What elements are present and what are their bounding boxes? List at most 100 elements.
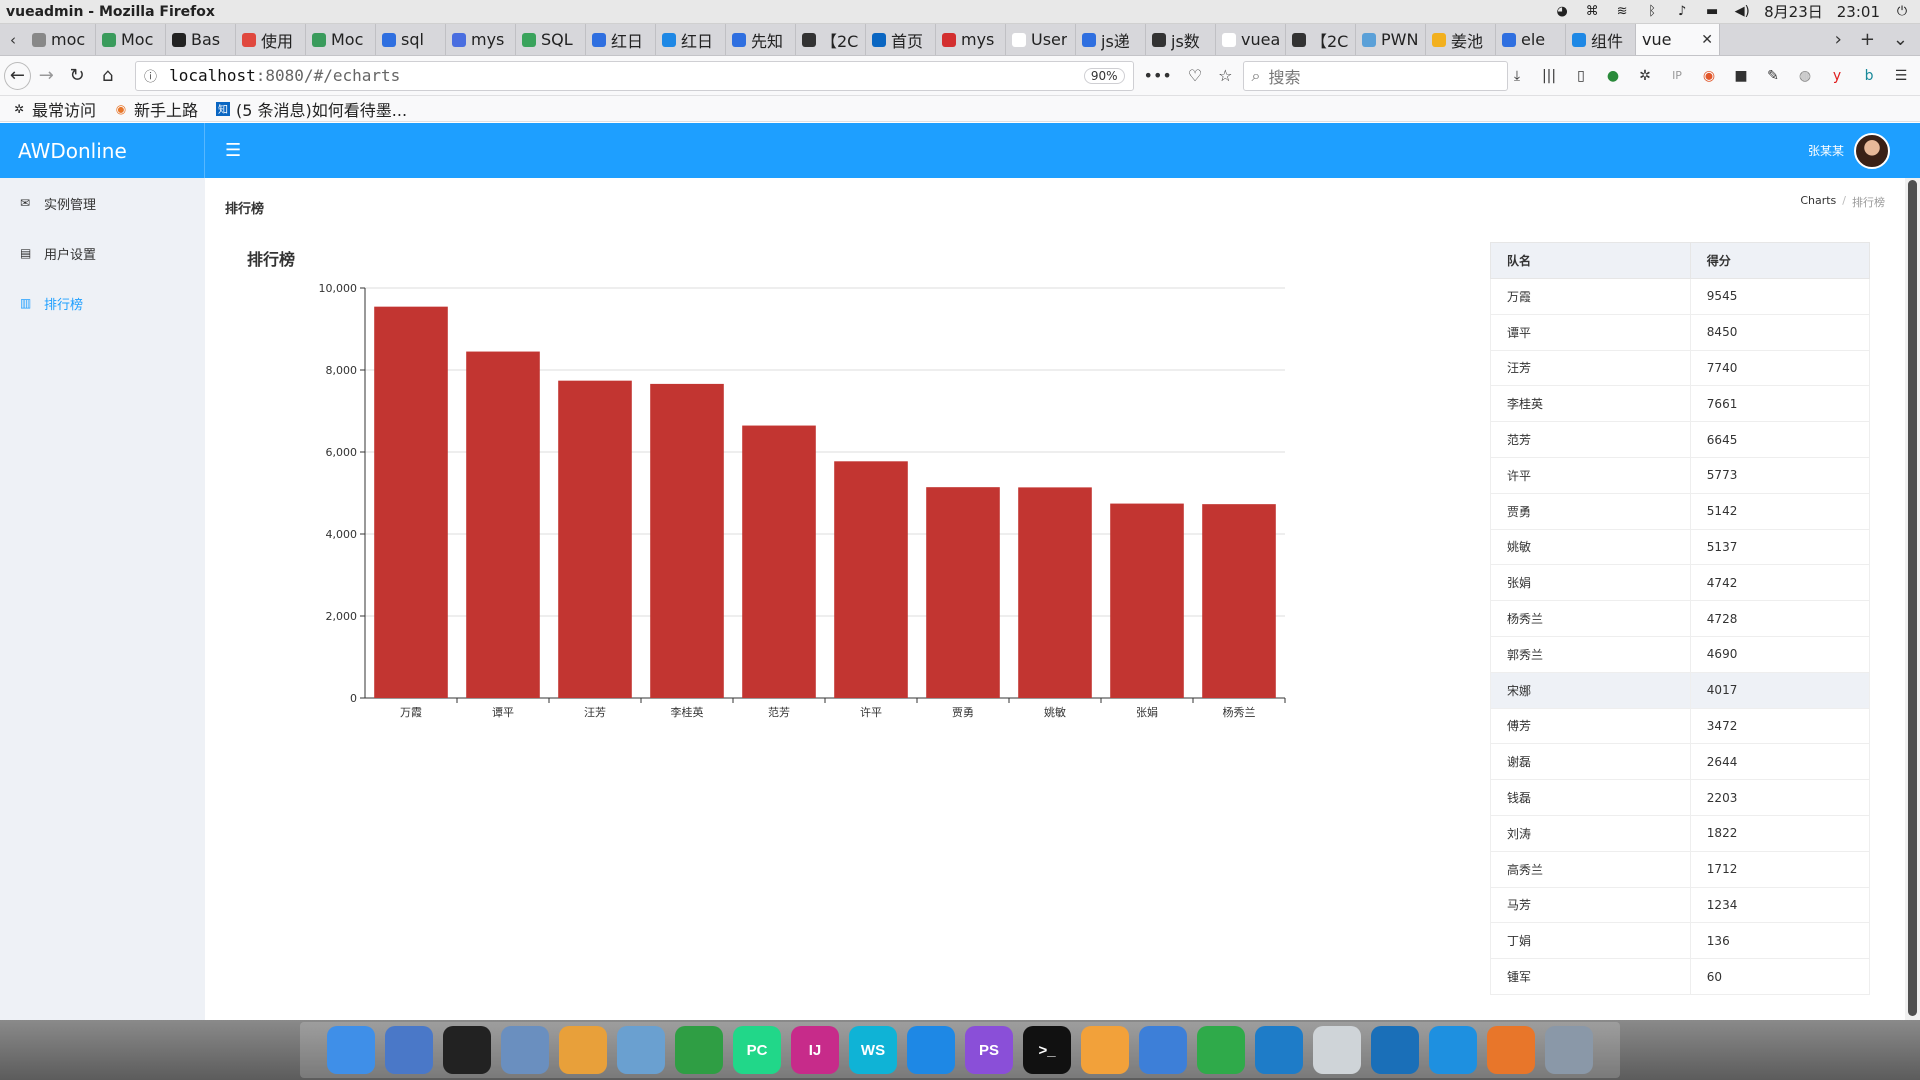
bar[interactable] [374, 306, 448, 698]
power-icon[interactable]: ⏻ [1896, 4, 1908, 19]
tab[interactable]: 首页 [866, 24, 936, 55]
qq-app[interactable] [443, 1026, 491, 1074]
forward-icon[interactable]: → [38, 65, 54, 86]
extension-gear-icon[interactable]: ✲ [1639, 67, 1651, 84]
tab-scroll-right-icon[interactable]: › [1834, 29, 1842, 50]
tab[interactable]: 使用 [236, 24, 306, 55]
extension-orange-icon[interactable]: ◉ [1702, 67, 1716, 84]
new-tab-icon[interactable]: + [1859, 29, 1875, 50]
extension-circle-icon[interactable]: ◍ [1798, 67, 1812, 84]
brand-logo[interactable]: AWDonline [0, 123, 205, 178]
tab[interactable]: vueadr [1216, 24, 1286, 55]
battery-icon[interactable]: ▬ [1705, 4, 1719, 19]
mail-app[interactable] [617, 1026, 665, 1074]
quicktime-app[interactable] [1371, 1026, 1419, 1074]
bar[interactable] [834, 461, 908, 698]
table-row[interactable]: 宋娜 4017 [1490, 671, 1871, 709]
bar[interactable] [1202, 504, 1276, 698]
firefox-app[interactable] [1487, 1026, 1535, 1074]
table-row[interactable]: 锺军 60 [1490, 958, 1871, 995]
table-row[interactable]: 傅芳 3472 [1490, 707, 1871, 745]
tab-scroll-left-icon[interactable]: ‹ [10, 30, 16, 49]
preview-app[interactable] [501, 1026, 549, 1074]
tab[interactable]: 【2C [796, 24, 866, 55]
sidebar-toggle-icon[interactable]: ▯ [1577, 67, 1585, 84]
tab[interactable]: moc [26, 24, 96, 55]
finder-app[interactable] [327, 1026, 375, 1074]
avatar[interactable] [1854, 132, 1890, 169]
vscode-app[interactable] [1255, 1026, 1303, 1074]
extension-bing-icon[interactable]: b [1864, 67, 1874, 84]
pycharm-app[interactable]: PC [733, 1026, 781, 1074]
bar[interactable] [742, 425, 816, 698]
ranking-bar-chart[interactable]: 0 2,000 4,000 6,000 8,000 10,000 万霞 谭平 汪芳 李桂英 范芳 许平… [295, 278, 1295, 738]
url-bar[interactable]: ⓘ localhost :8080/#/echarts 90% [135, 60, 1134, 91]
table-row[interactable]: 张娟 4742 [1490, 564, 1871, 602]
tab[interactable]: PWN [1356, 24, 1426, 55]
extension-dark-icon[interactable]: ■ [1734, 67, 1748, 84]
tab[interactable]: User [1006, 24, 1076, 55]
tab[interactable]: 先知 [726, 24, 796, 55]
numbers-app[interactable] [1197, 1026, 1245, 1074]
page-scrollbar[interactable] [1905, 178, 1920, 1020]
webstorm-app[interactable]: WS [849, 1026, 897, 1074]
bookmark-item[interactable]: ✲ 最常访问 [12, 97, 96, 121]
user-name[interactable]: 张某某 [1807, 144, 1844, 158]
hamburger-menu-icon[interactable]: ☰ [1894, 67, 1908, 84]
tab[interactable]: 红日 [586, 24, 656, 55]
tab[interactable]: 组件 [1566, 24, 1636, 55]
tab[interactable]: js递 [1076, 24, 1146, 55]
trash-app[interactable] [1313, 1026, 1361, 1074]
breadcrumb-charts[interactable]: Charts [1800, 194, 1837, 207]
bar[interactable] [926, 487, 1000, 698]
home-icon[interactable]: ⌂ [101, 65, 114, 86]
tab[interactable]: SQL [516, 24, 586, 55]
tab[interactable]: 红日 [656, 24, 726, 55]
table-row[interactable]: 姚敏 5137 [1490, 528, 1871, 566]
table-row[interactable]: 谢磊 2644 [1490, 743, 1871, 781]
phpstorm-app[interactable]: PS [965, 1026, 1013, 1074]
menu-toggle-icon[interactable]: ☰ [225, 140, 242, 161]
system-time[interactable]: 23:01 [1836, 2, 1880, 21]
table-row[interactable]: 谭平 8450 [1490, 313, 1871, 351]
tab[interactable]: 姜池 [1426, 24, 1496, 55]
page-actions-menu-icon[interactable]: ••• [1143, 66, 1172, 85]
sidebar-item[interactable]: ▤ 用户设置 [0, 228, 205, 278]
bar[interactable] [1018, 487, 1092, 698]
chrome-app[interactable] [675, 1026, 723, 1074]
bluetooth-icon[interactable]: ᛒ [1648, 4, 1657, 19]
windows-app[interactable] [1429, 1026, 1477, 1074]
bookmark-item[interactable]: ◉ 新手上路 [114, 97, 198, 121]
launchpad-app[interactable] [385, 1026, 433, 1074]
qq-tray-icon[interactable]: ◕ [1556, 4, 1568, 19]
column-header-score[interactable]: 得分 [1689, 242, 1871, 279]
column-header-team[interactable]: 队名 [1490, 242, 1691, 279]
table-row[interactable]: 范芳 6645 [1490, 421, 1871, 458]
intellij-app[interactable]: IJ [791, 1026, 839, 1074]
scrollbar-thumb[interactable] [1908, 180, 1917, 1016]
command-icon[interactable]: ⌘ [1585, 4, 1599, 19]
table-row[interactable]: 杨秀兰 4728 [1490, 600, 1871, 637]
photos-app[interactable] [559, 1026, 607, 1074]
table-row[interactable]: 钱磊 2203 [1490, 779, 1871, 816]
reload-icon[interactable]: ↻ [69, 65, 85, 86]
table-row[interactable]: 贾勇 5142 [1490, 492, 1871, 530]
zoom-indicator[interactable]: 90% [1083, 67, 1125, 84]
table-row[interactable]: 刘涛 1822 [1490, 814, 1871, 852]
tab[interactable]: ele [1496, 24, 1566, 55]
bookmark-star-icon[interactable]: ☆ [1218, 66, 1233, 85]
tab[interactable]: Moc [306, 24, 376, 55]
tab[interactable]: js数 [1146, 24, 1216, 55]
table-row[interactable]: 郭秀兰 4690 [1490, 635, 1871, 673]
table-row[interactable]: 马芳 1234 [1490, 886, 1871, 924]
bar[interactable] [466, 351, 540, 698]
remote-desktop-app[interactable] [1545, 1026, 1593, 1074]
table-row[interactable]: 丁娟 136 [1490, 922, 1871, 960]
tab[interactable]: sql [376, 24, 446, 55]
close-tab-icon[interactable]: ✕ [1701, 31, 1713, 48]
appstore-app[interactable] [907, 1026, 955, 1074]
volume-icon[interactable]: ◀) [1734, 4, 1750, 19]
sidebar-item[interactable]: ▥ 排行榜 [0, 278, 205, 328]
bookmark-item[interactable]: 知 (5 条消息)如何看待墨... [216, 97, 407, 121]
system-date[interactable]: 8月23日 [1764, 3, 1823, 21]
